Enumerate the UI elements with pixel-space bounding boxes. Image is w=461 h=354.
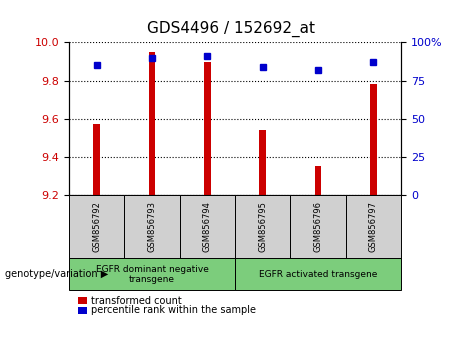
Text: percentile rank within the sample: percentile rank within the sample [91,306,256,315]
Text: genotype/variation ▶: genotype/variation ▶ [5,269,108,279]
Text: GSM856794: GSM856794 [203,201,212,252]
Text: GSM856793: GSM856793 [148,201,157,252]
Bar [260,130,266,195]
Bar [149,52,155,195]
Text: EGFR activated transgene: EGFR activated transgene [259,270,377,279]
Text: GSM856792: GSM856792 [92,201,101,252]
Text: EGFR dominant negative
transgene: EGFR dominant negative transgene [96,265,208,284]
Text: transformed count: transformed count [91,296,182,306]
Bar [370,84,377,195]
Text: GSM856796: GSM856796 [313,201,323,252]
Text: GSM856795: GSM856795 [258,201,267,252]
Bar [315,166,321,195]
Text: GSM856797: GSM856797 [369,201,378,252]
Bar [204,62,211,195]
Text: GDS4496 / 152692_at: GDS4496 / 152692_at [147,21,314,38]
Bar [94,124,100,195]
